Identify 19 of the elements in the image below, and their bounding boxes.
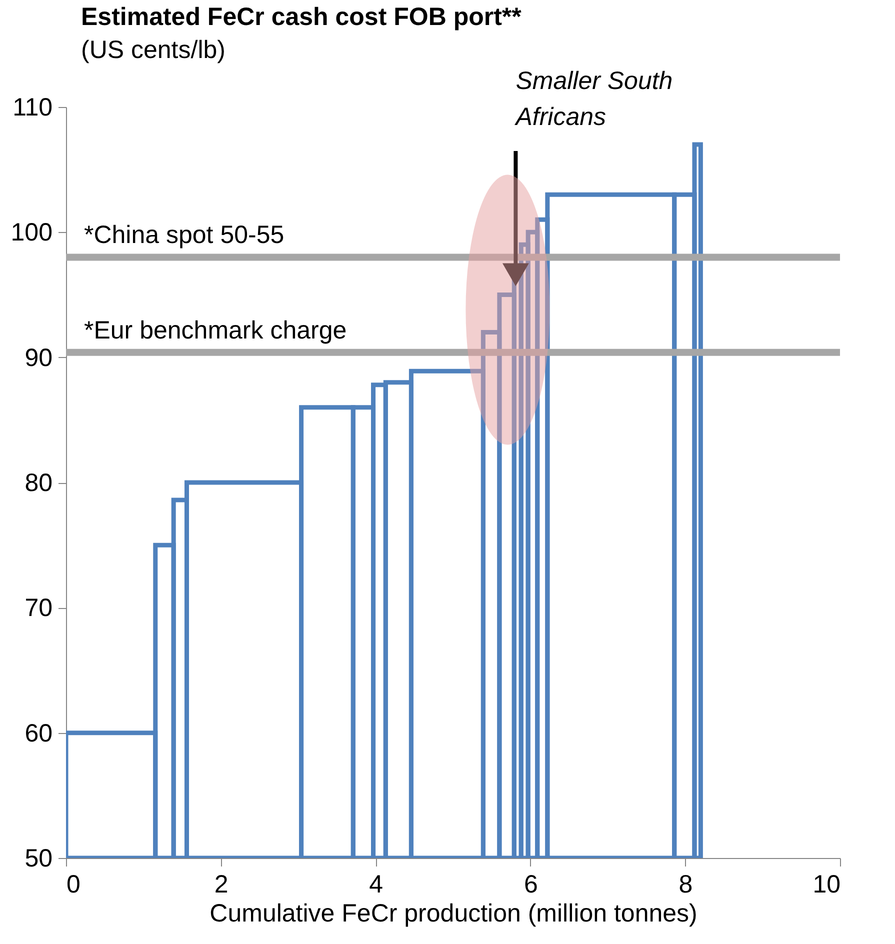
x-tick-label: 6 bbox=[524, 870, 538, 898]
x-tick-label: 2 bbox=[214, 870, 228, 898]
y-tick-label: 110 bbox=[12, 94, 52, 122]
y-tick-label: 90 bbox=[24, 344, 52, 372]
y-tick-label: 60 bbox=[24, 719, 52, 748]
x-tick-label: 10 bbox=[812, 870, 840, 898]
x-axis-title: Cumulative FeCr production (million tonnes) bbox=[210, 900, 698, 928]
y-tick-label: 70 bbox=[24, 594, 52, 622]
y-tick-label: 50 bbox=[24, 844, 52, 872]
x-tick-label: 4 bbox=[369, 870, 384, 898]
x-tick-label: 0 bbox=[66, 870, 80, 898]
y-tick-label: 100 bbox=[10, 218, 52, 247]
ref-line-label: *China spot 50-55 bbox=[84, 221, 284, 250]
chart-subtitle: (US cents/lb) bbox=[81, 36, 226, 64]
annotation: Smaller South Africans bbox=[514, 67, 673, 131]
chart-title: Estimated FeCr cash cost FOB port** bbox=[81, 3, 522, 31]
x-tick-label: 8 bbox=[678, 870, 693, 898]
y-tick-label: 80 bbox=[24, 469, 52, 497]
ref-line-label: *Eur benchmark charge bbox=[84, 316, 347, 344]
